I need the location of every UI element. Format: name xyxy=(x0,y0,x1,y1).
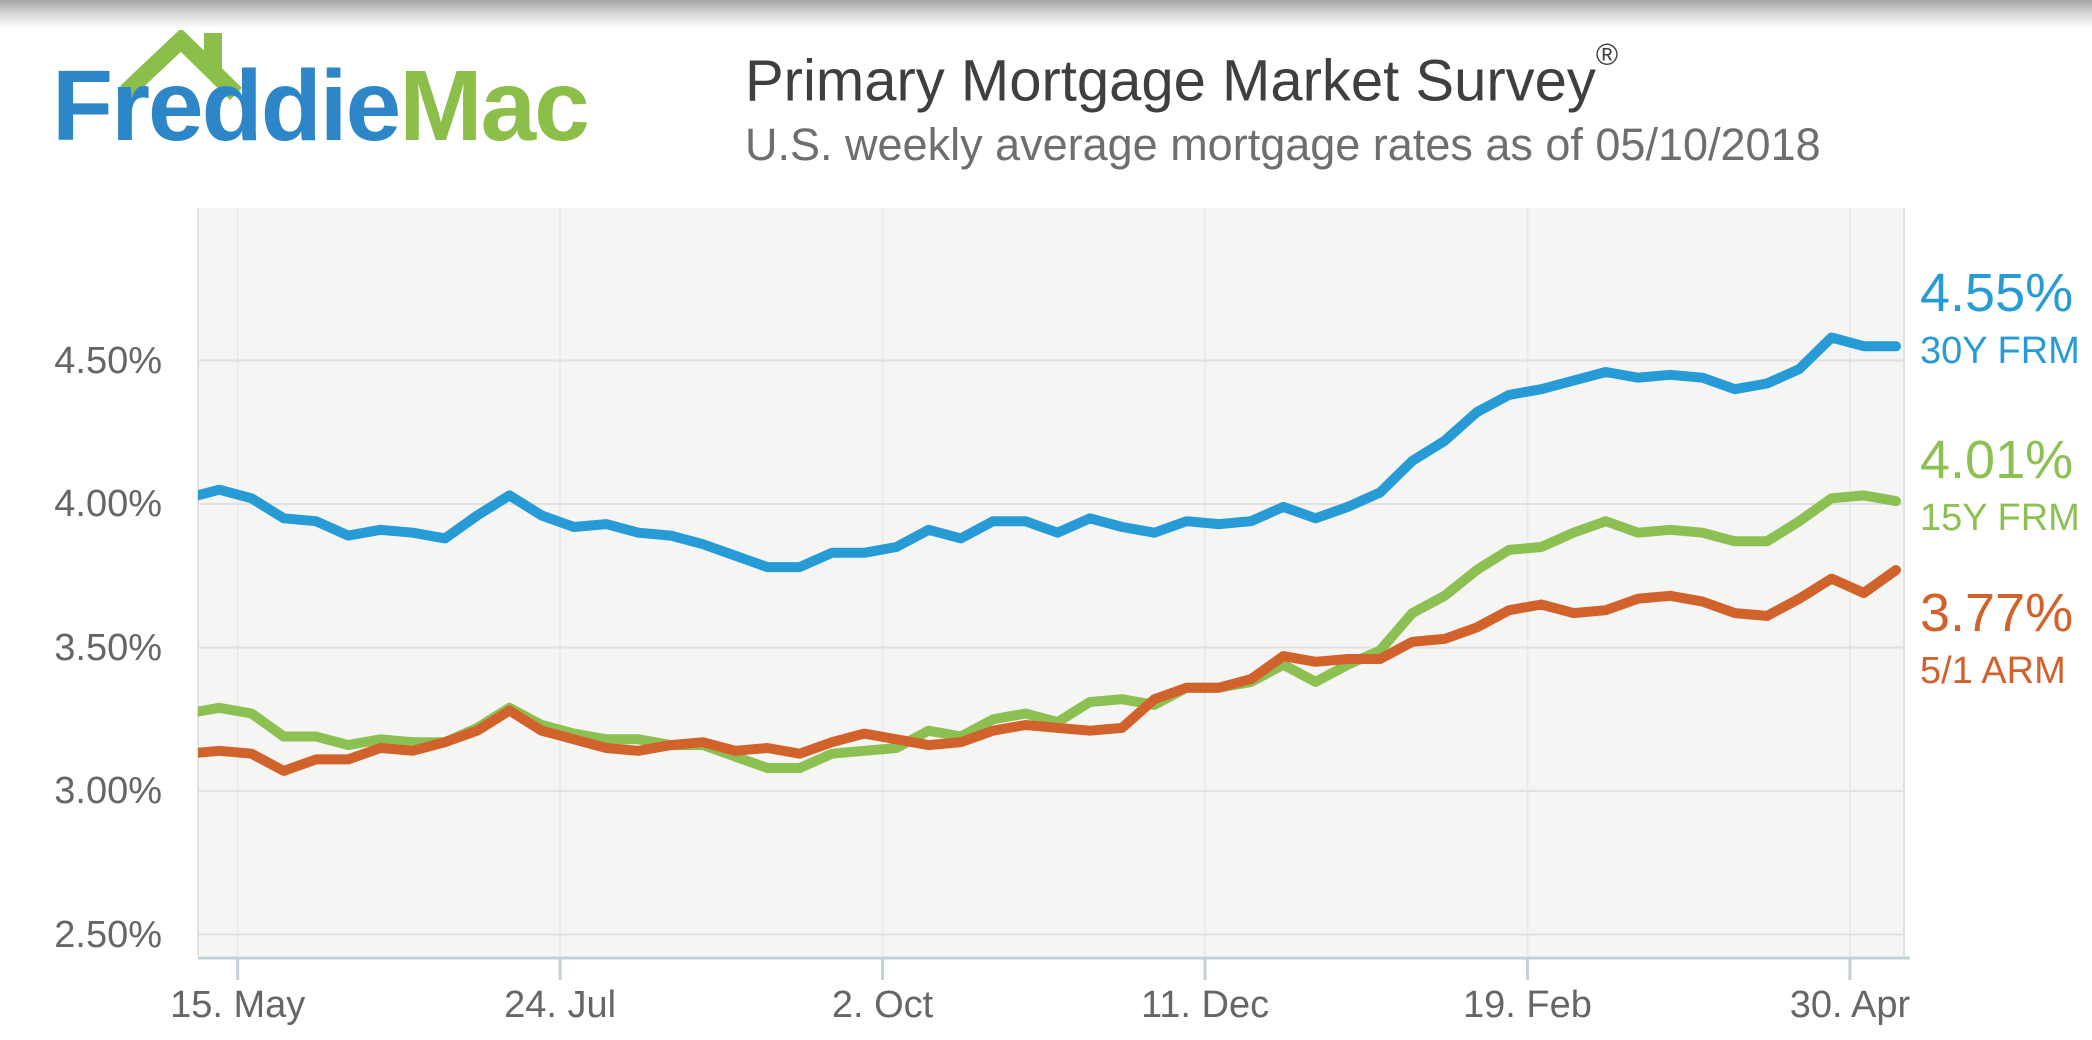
x-axis-label: 24. Jul xyxy=(504,984,617,1026)
y-axis-label: 2.50% xyxy=(54,913,162,956)
legend-name-30y-frm: 30Y FRM xyxy=(1920,330,2080,372)
y-axis-label: 3.50% xyxy=(54,626,162,669)
house-roof-icon xyxy=(120,30,242,101)
freddie-mac-logo: FreddieMac xyxy=(0,0,700,170)
x-axis-label: 30. Apr xyxy=(1789,984,1911,1026)
series-30y-frm-line[interactable] xyxy=(187,332,1901,573)
x-axis-label: 15. May xyxy=(170,984,306,1026)
logo-text-freddie: Freddie xyxy=(52,50,401,162)
legend-value-5-1-arm: 3.77% xyxy=(1920,583,2074,643)
top-fade xyxy=(0,0,2092,30)
y-axis-label: 3.00% xyxy=(54,770,162,812)
registered-trademark-icon: ® xyxy=(1595,38,1619,72)
legend-name-5-1-arm: 5/1 ARM xyxy=(1920,650,2066,692)
y-axis-label: 4.50% xyxy=(54,339,162,382)
legend-value-15y-frm: 4.01% xyxy=(1920,430,2074,490)
page-title: Primary Mortgage Market Survey® xyxy=(745,38,1618,114)
legend-name-15y-frm: 15Y FRM xyxy=(1920,497,2080,539)
legend-5-1-arm: 3.77% 5/1 ARM xyxy=(1920,584,2092,694)
y-axis-label: 4.00% xyxy=(54,483,162,525)
logo-text-mac: Mac xyxy=(399,50,590,162)
x-axis-label: 19. Feb xyxy=(1463,984,1592,1026)
legend-value-30y-frm: 4.55% xyxy=(1920,263,2074,323)
x-axis-label: 11. Dec xyxy=(1140,984,1270,1026)
x-axis-label: 2. Oct xyxy=(831,984,934,1026)
legend-30y-frm: 4.55% 30Y FRM xyxy=(1920,264,2092,374)
legend-15y-frm: 4.01% 15Y FRM xyxy=(1920,431,2092,541)
page-title-text: Primary Mortgage Market Survey xyxy=(745,48,1596,114)
page-subtitle: U.S. weekly average mortgage rates as of… xyxy=(745,119,1821,170)
logo-wordmark: FreddieMac xyxy=(52,56,590,156)
plot-area[interactable] xyxy=(198,208,1904,956)
series-5-1-arm-line[interactable] xyxy=(187,565,1901,776)
